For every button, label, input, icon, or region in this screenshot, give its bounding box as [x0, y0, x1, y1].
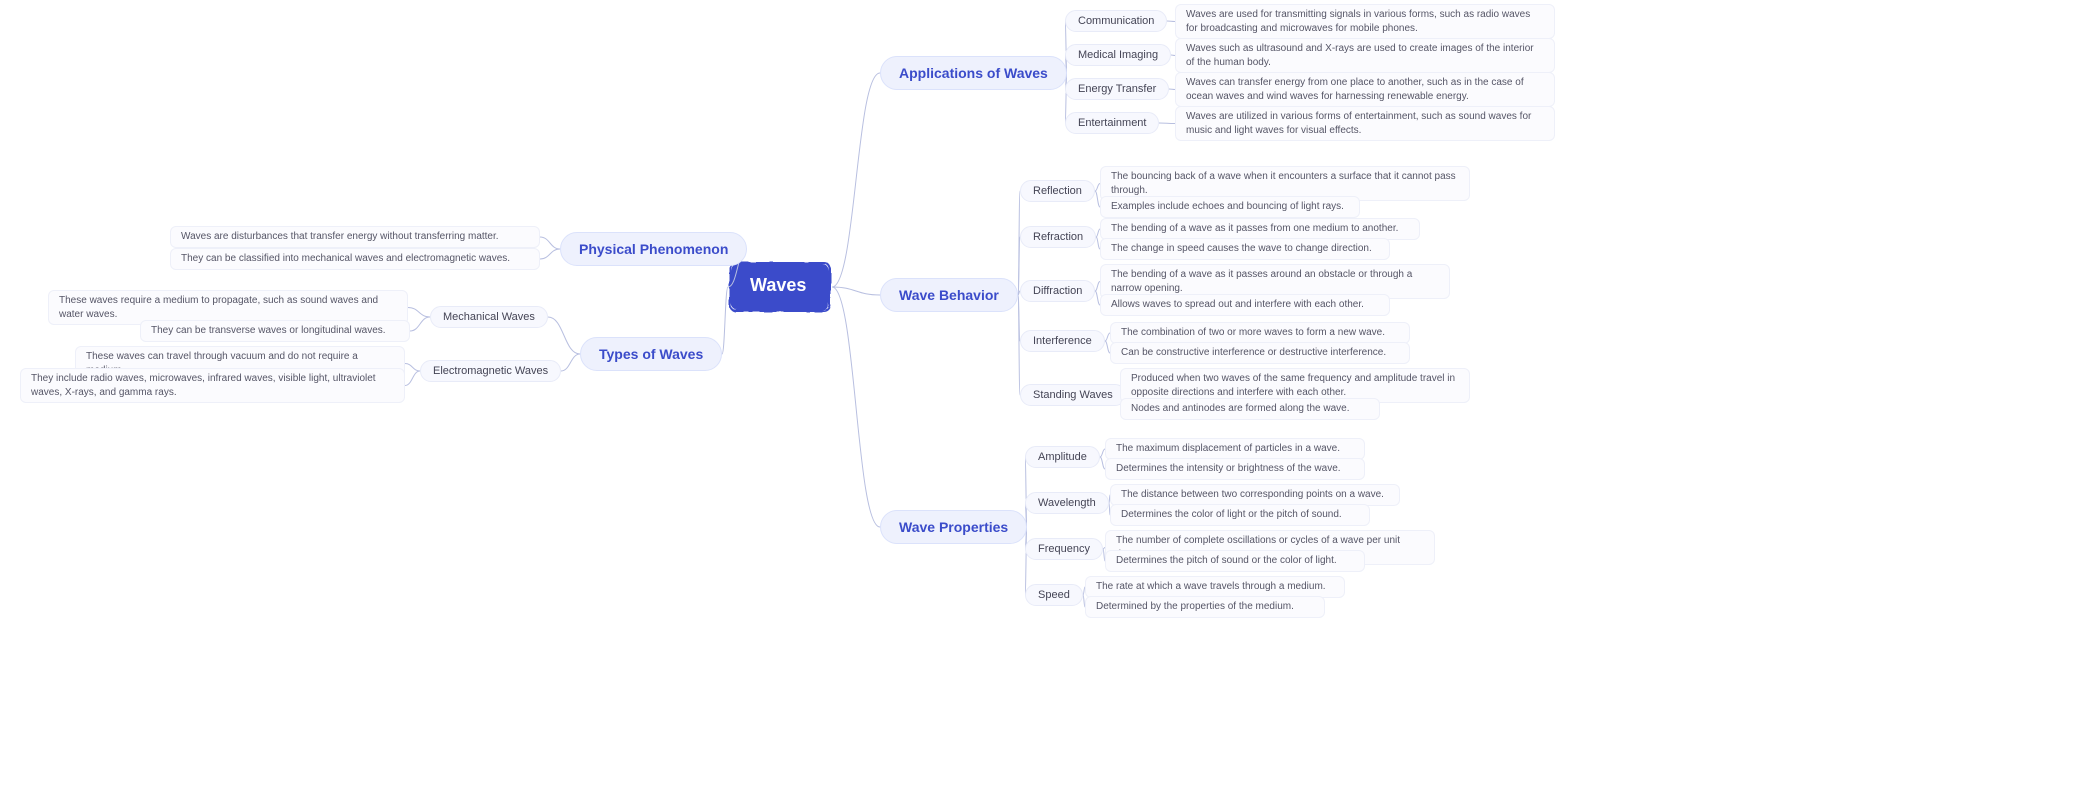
leaf-text: The bending of a wave as it passes from … — [1100, 218, 1420, 240]
leaf-text: They can be classified into mechanical w… — [170, 248, 540, 270]
sub-electromagnetic-waves: Electromagnetic Waves — [420, 360, 561, 382]
leaf-text: Waves are disturbances that transfer ene… — [170, 226, 540, 248]
branch-types-of-waves: Types of Waves — [580, 337, 722, 371]
leaf-text: Determines the color of light or the pit… — [1110, 504, 1370, 526]
leaf-text: The maximum displacement of particles in… — [1105, 438, 1365, 460]
leaf-text: Determined by the properties of the medi… — [1085, 596, 1325, 618]
sub-entertainment: Entertainment — [1065, 112, 1159, 134]
leaf-text: Waves such as ultrasound and X-rays are … — [1175, 38, 1555, 73]
branch-physical-phenomenon: Physical Phenomenon — [560, 232, 747, 266]
sub-communication: Communication — [1065, 10, 1167, 32]
leaf-text: Determines the intensity or brightness o… — [1105, 458, 1365, 480]
sub-interference: Interference — [1020, 330, 1105, 352]
sub-standing-waves: Standing Waves — [1020, 384, 1126, 406]
leaf-text: Waves are used for transmitting signals … — [1175, 4, 1555, 39]
leaf-text: Determines the pitch of sound or the col… — [1105, 550, 1365, 572]
sub-speed: Speed — [1025, 584, 1083, 606]
leaf-text: They can be transverse waves or longitud… — [140, 320, 410, 342]
sub-amplitude: Amplitude — [1025, 446, 1100, 468]
leaf-text: The change in speed causes the wave to c… — [1100, 238, 1390, 260]
sub-wavelength: Wavelength — [1025, 492, 1109, 514]
sub-frequency: Frequency — [1025, 538, 1103, 560]
leaf-text: The rate at which a wave travels through… — [1085, 576, 1345, 598]
sub-medical-imaging: Medical Imaging — [1065, 44, 1171, 66]
leaf-text: The distance between two corresponding p… — [1110, 484, 1400, 506]
branch-applications-of-waves: Applications of Waves — [880, 56, 1067, 90]
branch-wave-properties: Wave Properties — [880, 510, 1027, 544]
root-node: Waves — [750, 275, 806, 296]
sub-energy-transfer: Energy Transfer — [1065, 78, 1169, 100]
leaf-text: Examples include echoes and bouncing of … — [1100, 196, 1360, 218]
sub-mechanical-waves: Mechanical Waves — [430, 306, 548, 328]
branch-wave-behavior: Wave Behavior — [880, 278, 1018, 312]
sub-refraction: Refraction — [1020, 226, 1096, 248]
leaf-text: Allows waves to spread out and interfere… — [1100, 294, 1390, 316]
leaf-text: They include radio waves, microwaves, in… — [20, 368, 405, 403]
leaf-text: Can be constructive interference or dest… — [1110, 342, 1410, 364]
leaf-text: Nodes and antinodes are formed along the… — [1120, 398, 1380, 420]
sub-diffraction: Diffraction — [1020, 280, 1095, 302]
leaf-text: Waves are utilized in various forms of e… — [1175, 106, 1555, 141]
leaf-text: Waves can transfer energy from one place… — [1175, 72, 1555, 107]
sub-reflection: Reflection — [1020, 180, 1095, 202]
leaf-text: The combination of two or more waves to … — [1110, 322, 1410, 344]
